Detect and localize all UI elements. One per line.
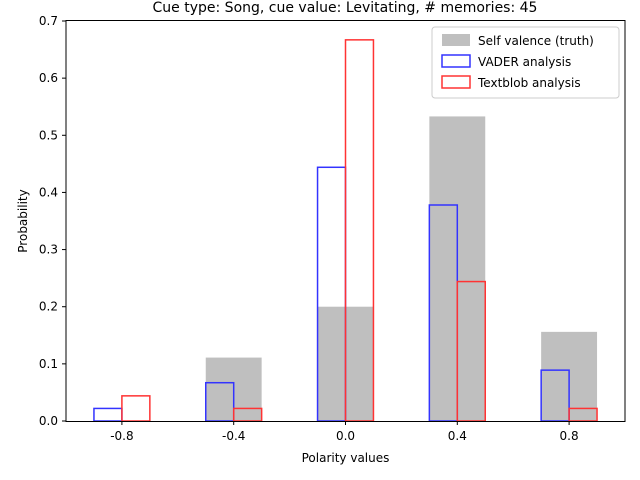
y-tick-label: 0.4 <box>39 185 58 199</box>
y-tick-label: 0.5 <box>39 128 58 142</box>
x-tick-label: 0.8 <box>560 429 579 443</box>
x-axis-label: Polarity values <box>302 451 390 465</box>
y-axis-ticks: 0.0 0.1 0.2 0.3 0.4 0.5 0.6 0.7 <box>39 14 66 428</box>
bar-series1-bin0 <box>93 407 123 422</box>
legend-swatch-1 <box>441 54 471 68</box>
legend-label-2: Textblob analysis <box>477 76 581 90</box>
x-tick-label: 0.4 <box>448 429 467 443</box>
legend: Self valence (truth) VADER analysis Textbl… <box>431 26 620 99</box>
y-tick-label: 0.3 <box>39 243 58 257</box>
y-tick-label: 0.0 <box>39 414 58 428</box>
x-tick-label: 0.0 <box>336 429 355 443</box>
bars-layer <box>93 39 598 422</box>
legend-swatch-2 <box>441 75 471 89</box>
legend-label-0: Self valence (truth) <box>478 34 594 48</box>
y-tick-label: 0.6 <box>39 71 58 85</box>
y-tick-label: 0.7 <box>39 14 58 28</box>
x-tick-label: -0.4 <box>222 429 245 443</box>
chart-title: Cue type: Song, cue value: Levitating, #… <box>153 0 538 16</box>
bar-series2-bin0 <box>121 395 151 422</box>
y-tick-label: 0.1 <box>39 357 58 371</box>
x-axis-ticks: -0.8 -0.4 0.0 0.4 0.8 <box>110 421 579 443</box>
legend-box <box>431 26 620 99</box>
x-tick-label: -0.8 <box>110 429 133 443</box>
legend-swatch-0 <box>442 34 470 46</box>
y-tick-label: 0.2 <box>39 300 58 314</box>
legend-label-1: VADER analysis <box>478 55 571 69</box>
y-axis-label: Probability <box>16 189 30 252</box>
